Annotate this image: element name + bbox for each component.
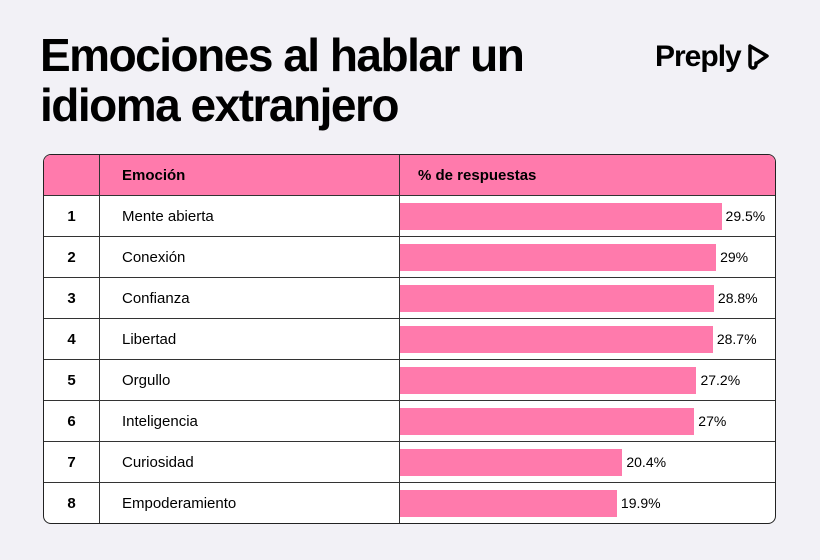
- preply-logo-icon: [747, 44, 769, 70]
- bar: [400, 202, 722, 230]
- bar: [400, 325, 713, 353]
- rank: 4: [44, 319, 100, 360]
- rank: 7: [44, 442, 100, 483]
- rank: 2: [44, 237, 100, 278]
- bar-cell: 20.4%: [400, 442, 775, 483]
- table-row: 5 Orgullo 27.2%: [44, 360, 775, 401]
- emotion-label: Inteligencia: [100, 401, 400, 442]
- emotion-label: Conexión: [100, 237, 400, 278]
- bar-cell: 28.7%: [400, 319, 775, 360]
- results-table: Emoción % de respuestas 1 Mente abierta …: [43, 154, 776, 524]
- rank: 1: [44, 196, 100, 237]
- value-label: 27%: [698, 413, 727, 429]
- rank: 5: [44, 360, 100, 401]
- emotion-label: Mente abierta: [100, 196, 400, 237]
- bar-cell: 27%: [400, 401, 775, 442]
- table-row: 7 Curiosidad 20.4%: [44, 442, 775, 483]
- table-row: 1 Mente abierta 29.5%: [44, 196, 775, 237]
- header-rank: [44, 155, 100, 196]
- header-percent: % de respuestas: [400, 155, 775, 196]
- emotion-label: Empoderamiento: [100, 483, 400, 523]
- brand-name: Preply: [655, 40, 742, 73]
- preply-logo: Preply: [655, 40, 771, 74]
- emotion-label: Confianza: [100, 278, 400, 319]
- table-row: 3 Confianza 28.8%: [44, 278, 775, 319]
- value-label: 29.5%: [725, 208, 766, 224]
- emotion-label: Libertad: [100, 319, 400, 360]
- bar: [400, 407, 695, 435]
- bar-cell: 28.8%: [400, 278, 775, 319]
- value-label: 19.9%: [620, 495, 661, 511]
- emotion-label: Orgullo: [100, 360, 400, 401]
- table-row: 6 Inteligencia 27%: [44, 401, 775, 442]
- bar: [400, 448, 623, 476]
- header-emotion: Emoción: [100, 155, 400, 196]
- bar-cell: 19.9%: [400, 483, 775, 523]
- rank: 3: [44, 278, 100, 319]
- value-label: 28.8%: [717, 290, 758, 306]
- bar-cell: 29.5%: [400, 196, 775, 237]
- value-label: 20.4%: [626, 454, 667, 470]
- bar-cell: 29%: [400, 237, 775, 278]
- rank: 8: [44, 483, 100, 523]
- page-title: Emociones al hablar un idioma extranjero: [40, 29, 525, 131]
- bar: [400, 489, 617, 517]
- table-row: 8 Empoderamiento 19.9%: [44, 483, 775, 523]
- value-label: 28.7%: [716, 331, 757, 347]
- value-label: 27.2%: [700, 372, 741, 388]
- bar: [400, 366, 697, 394]
- emotion-label: Curiosidad: [100, 442, 400, 483]
- table-row: 2 Conexión 29%: [44, 237, 775, 278]
- table-row: 4 Libertad 28.7%: [44, 319, 775, 360]
- value-label: 29%: [720, 249, 749, 265]
- rank: 6: [44, 401, 100, 442]
- bar: [400, 243, 717, 271]
- bar: [400, 284, 714, 312]
- bar-cell: 27.2%: [400, 360, 775, 401]
